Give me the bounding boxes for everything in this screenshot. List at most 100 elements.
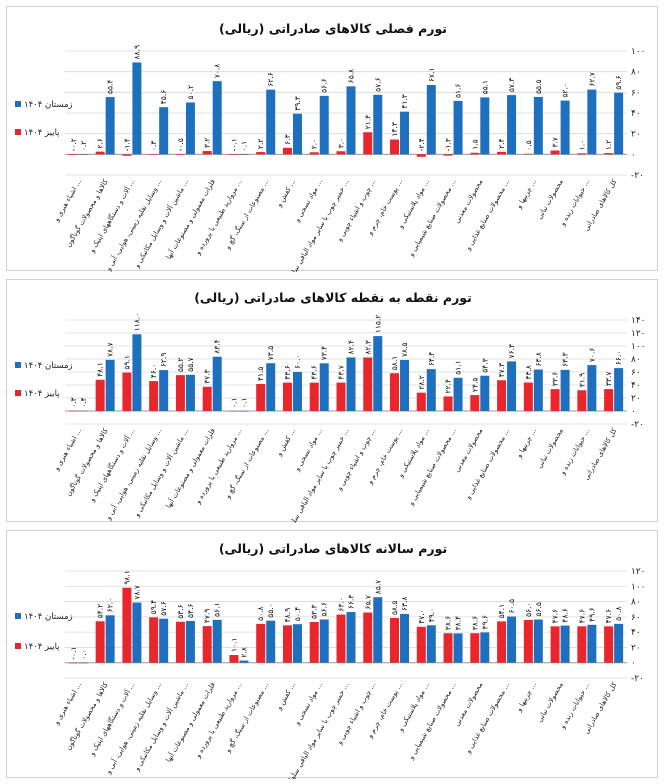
data-label-autumn: ۲.۴ xyxy=(497,138,506,148)
legend-label: پاییز ۱۴۰۴ xyxy=(24,642,60,652)
bar-autumn xyxy=(550,389,560,411)
bar-autumn xyxy=(282,625,292,663)
bar-autumn xyxy=(122,372,132,411)
data-label-autumn: ۱۴.۳ xyxy=(390,122,399,136)
bar-autumn xyxy=(175,621,185,663)
data-label-autumn: ۳۷.۳ xyxy=(203,369,212,383)
data-label-winter: ۶۲.۶ xyxy=(266,72,275,86)
category-label: چربیها و ... xyxy=(515,178,538,211)
legend-swatch xyxy=(15,129,21,135)
category-label: ماشین آلات و وسایل مکانیکی و ... xyxy=(132,427,191,520)
bar-autumn xyxy=(309,382,319,411)
category-label: مروارید طبیعی یا پرورده و ... xyxy=(193,178,243,257)
data-label-autumn: -۰.۱ xyxy=(229,138,238,151)
bar-winter xyxy=(587,624,597,663)
category-label: کفش و ... xyxy=(275,178,298,209)
category-label: محصولات معدنی xyxy=(453,178,485,225)
data-label-winter: ۵۶.۱ xyxy=(213,602,222,616)
data-label-winter: ۸۸.۹ xyxy=(132,45,141,59)
category-label: محصولات نباتی xyxy=(536,681,565,724)
bar-winter xyxy=(533,369,543,411)
data-label-autumn: ۵۴.۱ xyxy=(497,604,506,618)
category-label: محصولات صنایع شیمیایی و ... xyxy=(407,427,458,508)
bar-autumn xyxy=(95,621,105,663)
data-label-winter: ۵۷.۳ xyxy=(507,78,516,92)
bar-autumn xyxy=(282,147,292,155)
data-label-winter: ۸۲.۴ xyxy=(347,340,356,354)
data-label-winter: ۵۵.۵ xyxy=(534,79,543,93)
bar-autumn xyxy=(336,614,346,663)
bar-autumn xyxy=(577,153,587,155)
category-label: وسایل نقلیه زمینی، هوایی، آبی و ... xyxy=(103,681,163,777)
bar-autumn xyxy=(470,633,480,663)
chart-panel-annual: تورم سالانه کالاهای صادراتی (ریالی) ۱۲۰ ۱… xyxy=(6,530,658,779)
bar-winter xyxy=(560,100,570,155)
data-label-winter: ۳۸.۴ xyxy=(454,616,463,630)
bar-winter xyxy=(614,623,624,663)
data-label-winter: ۶۲.۹ xyxy=(159,353,168,367)
bar-autumn xyxy=(497,380,507,411)
category-label: کفش و ... xyxy=(275,681,298,712)
category-label: آلات و دستگاههای اپتیک و ... xyxy=(87,178,137,255)
data-label-winter: ۱۱۸.۰ xyxy=(132,313,141,332)
legend-swatch xyxy=(15,390,21,396)
data-label-winter: ۷۸.۷ xyxy=(106,342,115,356)
data-label-winter: ۰.۲ xyxy=(79,141,88,151)
y-tick-label: ۶۰ xyxy=(631,613,641,623)
bar-winter xyxy=(507,361,517,411)
data-label-autumn: ۲۸.۲ xyxy=(417,375,426,389)
bar-autumn xyxy=(363,132,373,155)
bar-winter xyxy=(453,101,463,155)
bar-autumn xyxy=(390,618,400,663)
bar-autumn xyxy=(470,152,480,155)
data-label-winter: ۴۹.۶ xyxy=(587,607,596,621)
bar-autumn xyxy=(550,150,560,155)
data-label-autumn: ۵۸.۵ xyxy=(390,601,399,615)
data-label-winter: ۵۶.۶ xyxy=(320,602,329,616)
bar-autumn xyxy=(95,379,105,411)
data-label-autumn: ۱.۰ xyxy=(577,140,586,150)
data-label-winter: ۶۶.۰ xyxy=(614,351,623,365)
y-tick-label: -۲۰ xyxy=(631,420,644,430)
data-label-winter: ۶۳.۳ xyxy=(561,352,570,366)
bar-autumn xyxy=(229,654,239,663)
bar-winter xyxy=(212,81,222,155)
bar-autumn xyxy=(416,626,426,663)
data-label-autumn: ۰.۳ xyxy=(69,397,78,407)
data-label-autumn: ۴۷.۹ xyxy=(203,609,212,623)
data-label-winter: ۶۳.۸ xyxy=(400,596,409,610)
data-label-winter: ۳۹.۶ xyxy=(480,615,489,629)
y-tick-label: ۶۰ xyxy=(631,368,641,378)
bar-winter xyxy=(426,84,436,155)
data-label-autumn: ۱.۵ xyxy=(470,139,479,149)
data-label-winter: ۷۶.۳ xyxy=(507,344,516,358)
y-tick-label: ۲۰ xyxy=(631,394,641,404)
bar-winter xyxy=(587,365,597,411)
bar-winter xyxy=(507,616,517,663)
legend-label: پاییز ۱۴۰۴ xyxy=(24,389,60,399)
data-label-autumn: ۴۷.۳ xyxy=(497,363,506,377)
data-label-autumn: ۱.۲ xyxy=(604,140,613,150)
bar-winter xyxy=(159,618,169,663)
y-tick-label: -۲۰ xyxy=(631,674,644,684)
bar-autumn xyxy=(497,621,507,663)
bar-winter xyxy=(614,368,624,411)
data-label-autumn: ۴۶.۰ xyxy=(149,364,158,378)
bar-winter xyxy=(319,363,329,411)
chart-point-to-point-svg: تورم نقطه به نقطه کالاهای صادراتی (ریالی… xyxy=(15,290,646,523)
bar-winter xyxy=(400,359,410,411)
bar-winter xyxy=(132,62,142,155)
bar-autumn xyxy=(256,623,266,663)
data-label-winter: ۶۳.۸ xyxy=(534,352,543,366)
category-label: اشیاء هنری و ... xyxy=(52,427,83,473)
bar-autumn xyxy=(470,395,480,411)
category-label: محصولات نباتی xyxy=(536,178,565,221)
bar-winter xyxy=(105,359,115,411)
y-tick-label: ۴۰ xyxy=(631,628,641,638)
data-label-winter: ۸۵.۷ xyxy=(373,580,382,594)
category-label: مروارید طبیعی یا پرورده و ... xyxy=(193,427,243,506)
bar-winter xyxy=(239,154,249,155)
bar-autumn xyxy=(443,633,453,663)
category-label: وسایل نقلیه زمینی، هوایی، آبی و ... xyxy=(103,178,163,272)
data-label-autumn: ۲.۶ xyxy=(96,138,105,148)
